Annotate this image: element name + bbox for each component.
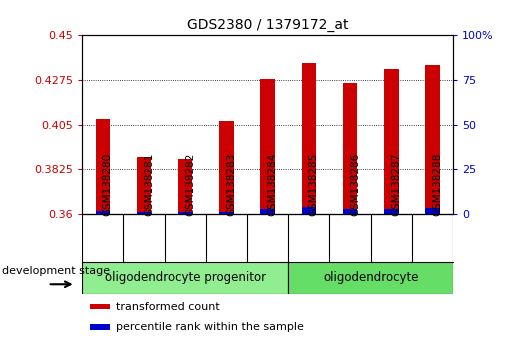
Bar <box>219 121 234 214</box>
Bar <box>425 208 440 214</box>
Bar <box>178 212 192 214</box>
Text: GSM138281: GSM138281 <box>144 152 154 216</box>
Bar <box>288 262 453 294</box>
Title: GDS2380 / 1379172_at: GDS2380 / 1379172_at <box>187 18 348 32</box>
Bar <box>95 119 110 214</box>
Text: GSM138282: GSM138282 <box>185 152 195 216</box>
Bar <box>95 211 110 214</box>
Bar <box>302 63 316 214</box>
Bar <box>260 209 275 214</box>
Bar <box>90 324 110 330</box>
Text: GSM138288: GSM138288 <box>432 152 443 216</box>
Text: transformed count: transformed count <box>116 302 219 312</box>
Text: GSM138287: GSM138287 <box>391 152 401 216</box>
Bar <box>343 209 357 214</box>
Text: GSM138284: GSM138284 <box>268 152 278 216</box>
Text: GSM138280: GSM138280 <box>103 152 113 216</box>
Text: GSM138286: GSM138286 <box>350 152 360 216</box>
Text: GSM138283: GSM138283 <box>226 152 236 216</box>
Text: percentile rank within the sample: percentile rank within the sample <box>116 322 303 332</box>
Bar <box>384 209 399 214</box>
Text: oligodendrocyte: oligodendrocyte <box>323 272 419 284</box>
Bar <box>90 304 110 309</box>
Bar <box>82 262 288 294</box>
Bar <box>425 65 440 214</box>
Text: oligodendrocyte progenitor: oligodendrocyte progenitor <box>104 272 266 284</box>
Text: development stage: development stage <box>3 266 111 276</box>
Bar <box>137 212 151 214</box>
Bar <box>219 212 234 214</box>
Bar <box>260 79 275 214</box>
Text: GSM138285: GSM138285 <box>309 152 319 216</box>
Bar <box>178 159 192 214</box>
Bar <box>343 83 357 214</box>
Bar <box>302 207 316 214</box>
Bar <box>384 69 399 214</box>
Bar <box>137 156 151 214</box>
